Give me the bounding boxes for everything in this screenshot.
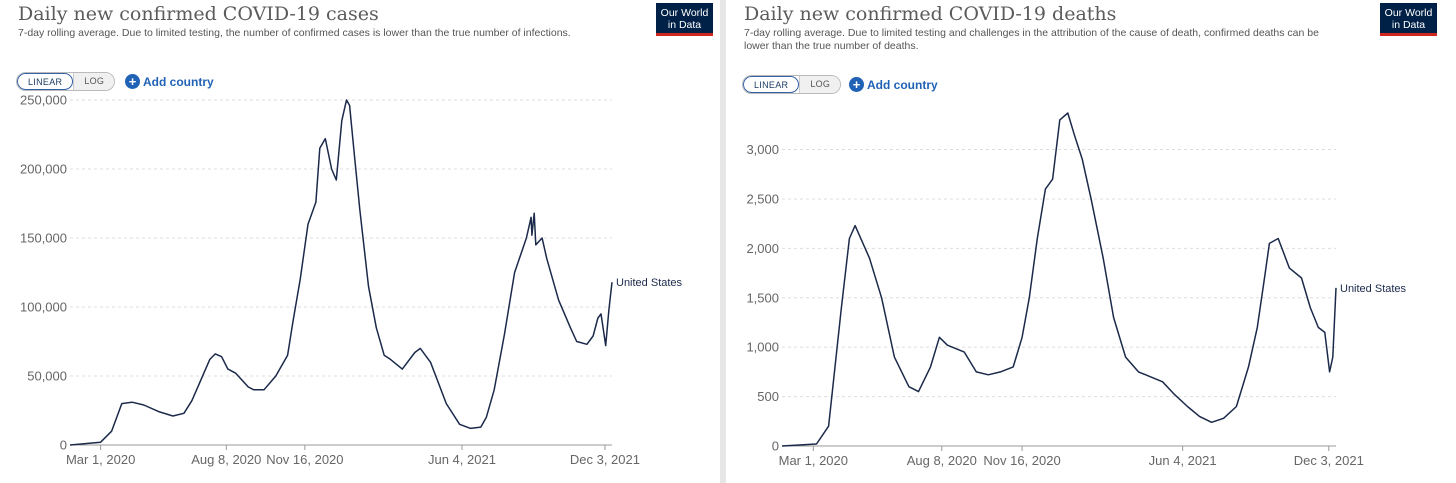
add-country-button[interactable]: + Add country [849,77,938,92]
chart-title: Daily new confirmed COVID-19 deaths [744,3,1117,25]
y-tick-label: 0 [60,438,67,453]
y-tick: 2,500 [746,191,1336,206]
y-tick: 150,000 [20,231,612,246]
series-end-label: United States [1340,283,1407,295]
x-tick-label: Mar 1, 2020 [66,452,135,467]
logo-line-2: in Data [1391,19,1426,31]
x-tick: Dec 3, 2021 [1294,446,1364,468]
y-tick: 500 [757,389,1336,404]
x-tick-label: Dec 3, 2021 [1294,453,1364,468]
y-tick-label: 150,000 [20,231,67,246]
cases-chart-panel: Daily new confirmed COVID-19 cases 7-day… [0,0,720,483]
y-tick: 250,000 [20,93,612,108]
y-tick: 2,000 [746,241,1336,256]
y-tick-label: 250,000 [20,93,67,108]
linear-button[interactable]: LINEAR [17,73,74,90]
y-tick: 0 [60,438,67,453]
logo-line-1: Our World [1384,7,1433,19]
y-tick-label: 500 [757,389,779,404]
y-tick: 200,000 [20,162,612,177]
y-tick-label: 50,000 [27,369,67,384]
chart-subtitle: 7-day rolling average. Due to limited te… [744,27,1319,52]
x-tick-label: Mar 1, 2020 [779,453,848,468]
x-tick: Dec 3, 2021 [570,445,640,467]
x-tick-label: Jun 4, 2021 [1149,453,1217,468]
cases-line-chart: 0 50,000 100,000 150,000 200,000 250,000 Mar 1… [20,93,683,468]
y-tick: 1,500 [746,290,1336,305]
y-tick-label: 200,000 [20,162,67,177]
y-tick-label: 100,000 [20,300,67,315]
plus-circle-icon: + [849,77,864,92]
scale-toggle: LINEAR LOG [16,72,116,91]
series-line-united-states[interactable] [781,112,1337,447]
deaths-line-chart: 0 500 1,000 1,500 2,000 2,500 3,000 Mar 1, 2020… [746,112,1407,468]
plus-circle-icon: + [125,74,140,89]
y-tick-label: 1,500 [746,290,779,305]
scale-toggle: LINEAR LOG [742,75,842,94]
y-tick-label: 1,000 [746,340,779,355]
add-country-label: Add country [867,77,938,92]
x-tick-label: Jun 4, 2021 [428,452,496,467]
y-tick: 1,000 [746,340,1336,355]
x-tick-label: Nov 16, 2020 [983,453,1060,468]
x-tick: Aug 8, 2020 [191,445,261,467]
log-button[interactable]: LOG [73,73,115,90]
y-tick: 100,000 [20,300,612,315]
logo-line-1: Our World [660,7,709,19]
x-tick-label: Dec 3, 2021 [570,452,640,467]
y-tick-label: 0 [772,439,779,454]
y-tick-label: 2,500 [746,191,779,206]
y-tick: 0 [772,439,779,454]
y-tick: 3,000 [746,142,1336,157]
chart-title: Daily new confirmed COVID-19 cases [18,3,379,25]
x-tick-label: Nov 16, 2020 [266,452,343,467]
owid-logo[interactable]: Our World in Data [1380,3,1437,36]
x-tick: Mar 1, 2020 [66,445,135,467]
y-tick-label: 3,000 [746,142,779,157]
x-tick: Mar 1, 2020 [779,446,848,468]
log-button[interactable]: LOG [799,76,841,93]
y-tick: 50,000 [27,369,612,384]
chart-subtitle: 7-day rolling average. Due to limited te… [18,27,571,39]
x-tick-label: Aug 8, 2020 [191,452,261,467]
y-tick-label: 2,000 [746,241,779,256]
x-tick: Nov 16, 2020 [266,445,344,467]
x-tick: Nov 16, 2020 [983,446,1061,468]
x-tick-label: Aug 8, 2020 [907,453,977,468]
x-tick: Jun 4, 2021 [1149,446,1217,468]
x-tick: Jun 4, 2021 [428,445,496,467]
add-country-button[interactable]: + Add country [125,74,214,89]
linear-button[interactable]: LINEAR [743,76,800,93]
series-end-label: United States [616,277,683,289]
series-line-united-states[interactable] [69,99,613,446]
logo-line-2: in Data [667,19,702,31]
x-tick: Aug 8, 2020 [907,446,977,468]
add-country-label: Add country [143,74,214,89]
owid-logo[interactable]: Our World in Data [656,3,713,36]
deaths-chart-panel: Daily new confirmed COVID-19 deaths 7-da… [726,0,1456,483]
